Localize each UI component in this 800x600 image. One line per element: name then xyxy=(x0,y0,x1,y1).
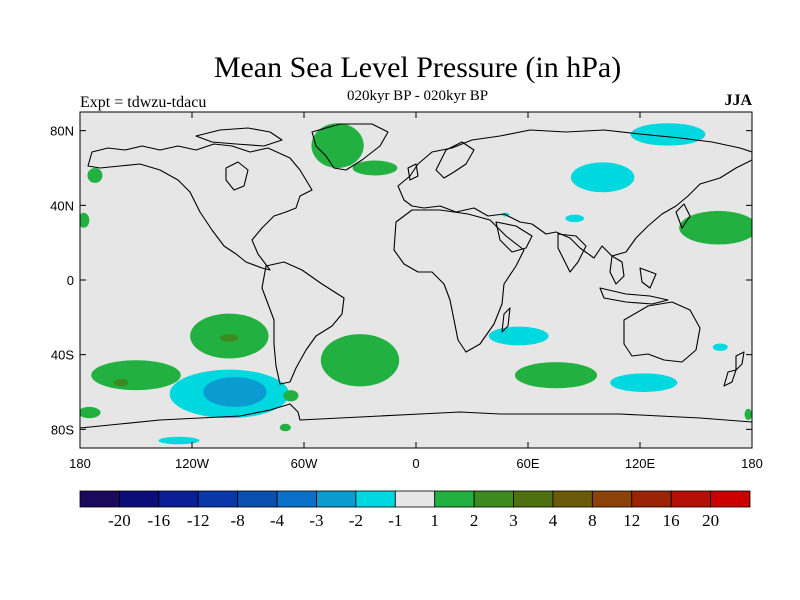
anomaly-greenland-positive xyxy=(311,123,364,168)
coastline-south-america xyxy=(261,261,345,385)
x-tick-label: 180 xyxy=(741,456,763,471)
x-tick-label: 180 xyxy=(69,456,91,471)
coastline-layer xyxy=(80,123,752,429)
anomaly-tasman-negative xyxy=(712,343,728,351)
coastline-antarctica xyxy=(80,403,752,429)
plot-title: Mean Sea Level Pressure (in hPa) xyxy=(213,51,622,84)
anomaly-caspian-negative xyxy=(565,214,585,223)
coastline-new-zealand xyxy=(723,351,745,387)
colorbar-swatch xyxy=(237,490,278,508)
coastline-eurasia xyxy=(397,129,752,259)
anomaly-iceland-positive xyxy=(352,160,398,176)
colorbar-swatch xyxy=(276,490,317,508)
plot-subtitle: 020kyr BP - 020kyr BP xyxy=(346,88,489,104)
colorbar-swatch xyxy=(591,490,633,508)
colorbar-swatch xyxy=(394,490,436,508)
anomaly-south-atlantic-positive xyxy=(320,334,400,387)
colorbar-label: -3 xyxy=(309,511,323,530)
x-tick-label: 0 xyxy=(412,456,419,471)
y-tick-label: 80N xyxy=(50,124,74,139)
anomaly-amundsen-core xyxy=(203,377,267,407)
coastline-scandinavia xyxy=(435,141,475,179)
anomaly-central-asia-negative xyxy=(570,162,635,193)
colorbar-label: -16 xyxy=(147,511,170,530)
coastline-north-america xyxy=(87,143,313,271)
anomaly-drake-positive xyxy=(283,390,299,402)
y-tick-label: 40S xyxy=(51,348,74,363)
colorbar: -20 -16 -12 -8 -4 -3 -2 -1 1 2 3 4 8 12 16 20 xyxy=(79,490,751,530)
coastline-madagascar xyxy=(501,307,511,333)
anomaly-northwest-pacific-positive xyxy=(679,210,752,245)
colorbar-label: -20 xyxy=(108,511,131,530)
axis-ticks: 180 120W 60W 0 60E 120E 180 80N 40N 0 40S 80S xyxy=(50,112,763,471)
anomaly-ross-sea-negative xyxy=(158,436,200,445)
coastline-arabia xyxy=(495,221,533,253)
colorbar-label: -2 xyxy=(349,511,363,530)
y-tick-label: 40N xyxy=(50,198,74,213)
anomaly-east-pacific-positive xyxy=(87,168,103,183)
anomaly-south-pacific-core xyxy=(220,334,239,342)
colorbar-label: 4 xyxy=(549,511,558,530)
coastline-southeast-asia xyxy=(599,255,669,305)
anomaly-pacific-dateline-positive xyxy=(744,408,752,420)
anomaly-layer xyxy=(80,123,752,445)
colorbar-label: -1 xyxy=(388,511,402,530)
anomaly-southern-ocean-negative-east xyxy=(610,373,678,392)
colorbar-swatch xyxy=(355,490,396,508)
colorbar-label: 1 xyxy=(430,511,439,530)
coastline-arctic-islands xyxy=(195,127,283,147)
colorbar-swatch xyxy=(79,490,120,508)
anomaly-west-atlantic-edge-positive xyxy=(80,212,90,228)
colorbar-swatch xyxy=(316,490,357,508)
coastline-british-isles xyxy=(407,163,419,181)
x-tick-label: 120W xyxy=(175,456,210,471)
x-tick-label: 120E xyxy=(625,456,656,471)
anomaly-bellingshausen-positive xyxy=(279,423,291,432)
colorbar-label: 3 xyxy=(509,511,518,530)
colorbar-label: -8 xyxy=(231,511,245,530)
anomaly-southwest-pacific-positive xyxy=(80,406,101,419)
x-tick-label: 60W xyxy=(291,456,318,471)
y-tick-label: 0 xyxy=(67,273,74,288)
coastline-hudson-bay xyxy=(225,161,249,191)
colorbar-swatch xyxy=(670,490,711,508)
x-tick-label: 60E xyxy=(516,456,539,471)
colorbar-swatch xyxy=(473,490,514,508)
anomaly-south-pacific-west-positive xyxy=(91,360,181,391)
colorbar-swatch xyxy=(119,490,160,508)
colorbar-label: -12 xyxy=(187,511,210,530)
colorbar-label: 12 xyxy=(623,511,640,530)
colorbar-label: 8 xyxy=(588,511,597,530)
anomaly-south-indian-negative xyxy=(488,326,549,346)
colorbar-swatch xyxy=(158,490,199,508)
anomaly-south-pacific-west-core xyxy=(113,378,129,387)
colorbar-swatch xyxy=(197,490,239,508)
coastline-india xyxy=(557,233,587,273)
colorbar-swatch xyxy=(710,490,751,508)
coastline-japan xyxy=(675,203,691,229)
y-tick-label: 80S xyxy=(51,422,74,437)
anomaly-arctic-siberia-negative xyxy=(630,123,706,146)
colorbar-swatch xyxy=(513,490,554,508)
experiment-label: Expt = tdwzu-tdacu xyxy=(80,94,207,111)
coastline-greenland xyxy=(311,123,389,171)
coastline-africa xyxy=(393,209,525,353)
colorbar-label: -4 xyxy=(270,511,285,530)
colorbar-swatch xyxy=(631,490,672,508)
colorbar-swatch xyxy=(552,490,593,508)
season-label: JJA xyxy=(724,92,752,109)
colorbar-label: 2 xyxy=(470,511,479,530)
coastline-australia xyxy=(623,301,701,363)
colorbar-swatch xyxy=(434,490,475,508)
colorbar-label: 16 xyxy=(663,511,680,530)
colorbar-label: 20 xyxy=(702,511,719,530)
anomaly-southern-ocean-positive-east xyxy=(514,362,598,389)
